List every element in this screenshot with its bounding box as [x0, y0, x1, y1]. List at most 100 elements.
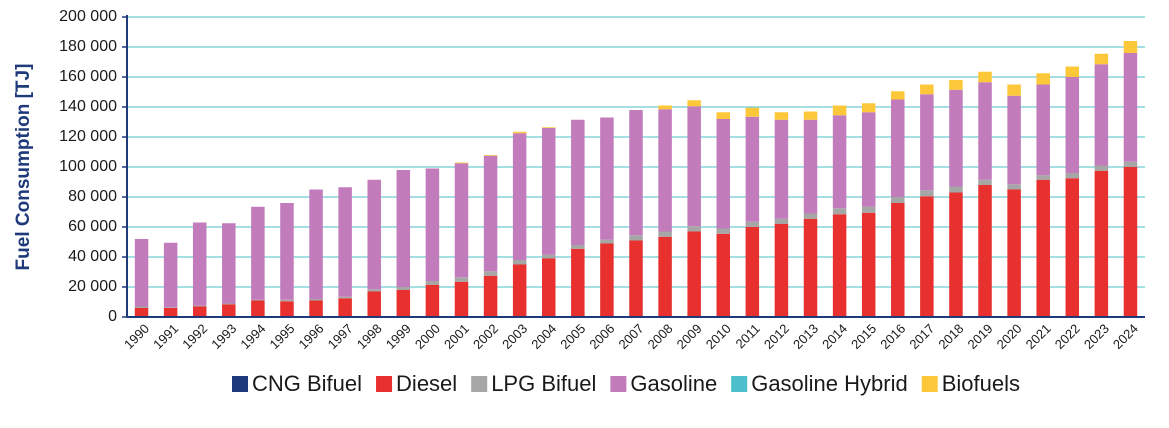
- bar-segment: [803, 218, 818, 317]
- bar-segment: [861, 206, 876, 213]
- x-tick-label: 2015: [848, 321, 879, 352]
- bar-segment: [541, 254, 556, 259]
- bar-segment: [541, 127, 556, 128]
- bar-segment: [1036, 179, 1050, 317]
- x-tick-label: 2006: [586, 321, 617, 352]
- bar-segment: [716, 233, 731, 317]
- bar-segment: [1123, 53, 1138, 162]
- x-tick-label: 2024: [1110, 321, 1141, 352]
- x-tick-label: 2004: [528, 321, 559, 352]
- bar-segment: [803, 213, 818, 219]
- y-tick-label: 40 000: [68, 248, 117, 265]
- bar-segment: [1007, 95, 1021, 185]
- y-tick-label: 60 000: [68, 218, 117, 235]
- bar-segment: [861, 103, 876, 113]
- bar-segment: [163, 308, 178, 317]
- y-tick-label: 160 000: [59, 68, 117, 85]
- x-tick-label: 1998: [354, 321, 385, 352]
- bar-segment: [687, 226, 701, 232]
- bar-segment: [571, 245, 585, 249]
- legend-label: Diesel: [396, 371, 457, 396]
- x-tick-label: 2000: [412, 321, 443, 352]
- x-tick-label: 2003: [499, 321, 530, 352]
- bar-segment: [1007, 184, 1021, 190]
- bar-segment: [192, 222, 207, 306]
- bar-segment: [222, 303, 236, 305]
- x-tick-label: 1997: [325, 321, 356, 352]
- bar-segment: [483, 275, 498, 317]
- bar-segment: [891, 197, 905, 203]
- legend-label: Gasoline: [630, 371, 717, 396]
- bar-segment: [687, 231, 701, 317]
- legend-swatch: [471, 376, 488, 392]
- bar-segment: [920, 84, 934, 95]
- bar-segment: [600, 117, 614, 240]
- legend-label: CNG Bifuel: [252, 371, 362, 396]
- bar-segment: [192, 306, 207, 317]
- bar-segment: [774, 224, 789, 317]
- bar-segment: [629, 240, 643, 317]
- bar-segment: [832, 105, 847, 116]
- bar-segment: [745, 116, 760, 222]
- bar-segment: [774, 119, 789, 219]
- x-tick-label: 2001: [441, 321, 472, 352]
- x-tick-label: 2019: [965, 321, 996, 352]
- bar-segment: [134, 308, 149, 317]
- bar-segment: [280, 301, 294, 317]
- bar-segment: [396, 290, 411, 317]
- x-tick-label: 2012: [761, 321, 792, 352]
- x-tick-label: 1992: [179, 321, 210, 352]
- bar-segment: [425, 168, 440, 281]
- bar-segment: [163, 307, 178, 308]
- y-tick-label: 100 000: [59, 158, 117, 175]
- bar-segment: [600, 239, 614, 244]
- y-tick-label: 120 000: [59, 128, 117, 145]
- bar-segment: [309, 299, 323, 301]
- legend-swatch: [376, 376, 393, 392]
- bar-segment: [803, 119, 818, 214]
- bar-segment: [949, 89, 963, 187]
- bar-segment: [1007, 189, 1021, 317]
- bar-segment: [716, 228, 731, 234]
- bar-segment: [1065, 66, 1080, 77]
- bar-segment: [1094, 64, 1109, 166]
- bar-segment: [891, 99, 905, 197]
- bar-segment: [483, 155, 498, 272]
- bar-segment: [512, 133, 527, 260]
- legend-label: Biofuels: [942, 371, 1020, 396]
- bar-segment: [222, 304, 236, 317]
- bar-segment: [1123, 167, 1138, 317]
- x-tick-label: 2014: [819, 321, 850, 352]
- bar-segment: [861, 212, 876, 317]
- x-tick-label: 1990: [121, 321, 152, 352]
- bar-segment: [512, 260, 527, 265]
- bar-segment: [367, 291, 381, 317]
- legend-swatch: [232, 376, 248, 392]
- x-tick-label: 2011: [733, 321, 763, 351]
- x-tick-label: 1996: [296, 321, 327, 352]
- bar-segment: [396, 170, 411, 287]
- bar-segment: [134, 306, 149, 308]
- y-tick-label: 180 000: [59, 38, 117, 55]
- bar-segment: [716, 119, 731, 229]
- bar-segment: [1065, 173, 1080, 179]
- bar-segment: [658, 105, 672, 110]
- bar-segment: [454, 277, 469, 282]
- bar-segment: [454, 162, 469, 164]
- bar-segment: [367, 289, 381, 292]
- bar-segment: [1094, 170, 1109, 317]
- bar-segment: [600, 243, 614, 317]
- bar-segment: [251, 206, 265, 300]
- x-tick-label: 2018: [935, 321, 966, 352]
- y-axis-label: Fuel Consumption [TJ]: [13, 64, 34, 271]
- bar-segment: [134, 239, 149, 307]
- legend-swatch: [921, 376, 938, 392]
- bar-segment: [454, 163, 469, 278]
- bar-segment: [891, 203, 905, 317]
- bar-segment: [454, 281, 469, 317]
- legend-label: LPG Bifuel: [491, 371, 596, 396]
- x-tick-label: 2010: [703, 321, 734, 352]
- bar-segment: [832, 115, 847, 209]
- bar-segment: [541, 128, 556, 255]
